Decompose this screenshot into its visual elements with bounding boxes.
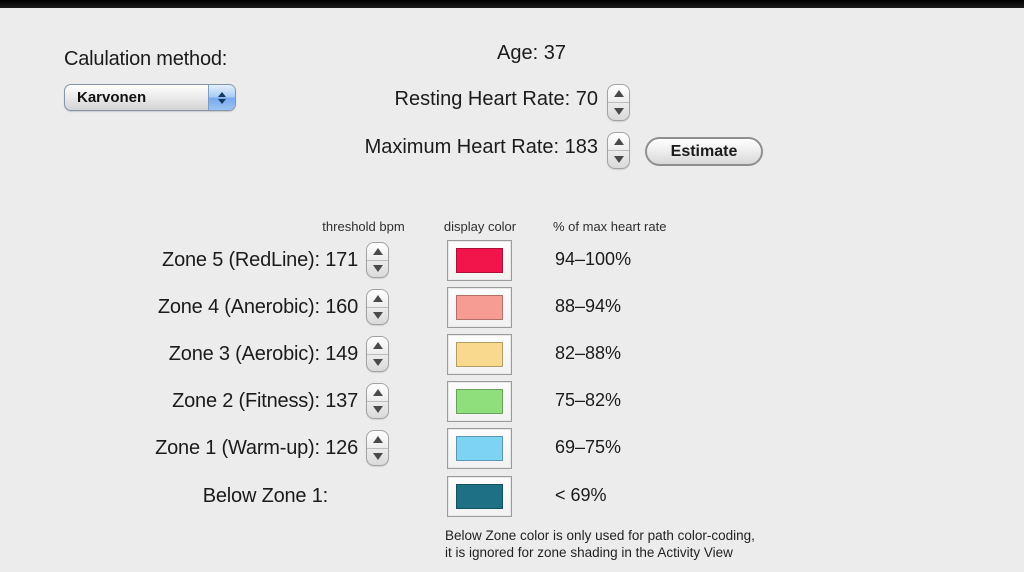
zone-3-color-well[interactable] — [447, 334, 512, 375]
estimate-button[interactable]: Estimate — [645, 137, 763, 166]
zone-1-threshold-value[interactable]: 126 — [325, 437, 358, 459]
header-threshold-bpm: threshold bpm — [322, 219, 405, 234]
footnote-line-1: Below Zone color is only used for path c… — [445, 528, 755, 543]
below-zone-1-color-chip — [456, 484, 503, 509]
calculation-method-label: Calulation method: — [64, 48, 228, 70]
zone-2-stepper-up-icon[interactable] — [367, 384, 388, 402]
zone-3-stepper[interactable] — [366, 336, 389, 372]
zone-5-percent: 94–100% — [555, 248, 632, 269]
max-hr-stepper-down-icon[interactable] — [608, 151, 629, 168]
zone-4-stepper[interactable] — [366, 289, 389, 325]
zone-5-stepper[interactable] — [366, 242, 389, 278]
zone-2-label: Zone 2 (Fitness): — [172, 390, 326, 412]
zone-4-label: Zone 4 (Anerobic): — [157, 296, 326, 318]
below-zone-1-row: Below Zone 1: < 69% — [0, 473, 1024, 520]
zone-2-row: Zone 2 (Fitness): 137 75–82% — [0, 378, 1024, 425]
zone-4-stepper-down-icon[interactable] — [367, 308, 388, 325]
age-value[interactable]: 37 — [543, 42, 566, 64]
resting-hr-stepper-up-icon[interactable] — [608, 85, 629, 103]
resting-hr-value[interactable]: 70 — [575, 88, 598, 110]
resting-hr-label: Resting Heart Rate: — [394, 88, 576, 110]
zone-3-percent: 82–88% — [555, 342, 622, 363]
resting-hr-row: Resting Heart Rate: 70 — [0, 88, 598, 111]
header-display-color: display color — [443, 219, 517, 234]
calculation-method-value: Karvonen — [77, 89, 147, 106]
below-zone-1-color-well[interactable] — [447, 476, 512, 517]
zone-5-row: Zone 5 (RedLine): 171 94–100% — [0, 237, 1024, 284]
age-label: Age: — [497, 42, 544, 64]
zone-1-color-chip — [456, 436, 503, 461]
zone-3-threshold-value[interactable]: 149 — [325, 343, 358, 365]
zone-4-percent: 88–94% — [555, 295, 622, 316]
max-hr-label: Maximum Heart Rate: — [364, 136, 565, 158]
zone-3-stepper-up-icon[interactable] — [367, 337, 388, 355]
top-black-bar — [0, 0, 1024, 8]
resting-hr-stepper-down-icon[interactable] — [608, 103, 629, 120]
zone-5-label: Zone 5 (RedLine): — [162, 249, 326, 271]
zone-1-label: Zone 1 (Warm-up): — [155, 437, 326, 459]
below-zone-1-percent: < 69% — [555, 484, 607, 505]
zone-3-stepper-down-icon[interactable] — [367, 355, 388, 372]
zone-3-row: Zone 3 (Aerobic): 149 82–88% — [0, 331, 1024, 378]
zone-4-stepper-up-icon[interactable] — [367, 290, 388, 308]
max-hr-stepper-up-icon[interactable] — [608, 133, 629, 151]
zone-4-color-well[interactable] — [447, 287, 512, 328]
calculation-method-popup[interactable]: Karvonen — [64, 84, 236, 111]
zone-4-row: Zone 4 (Anerobic): 160 88–94% — [0, 284, 1024, 331]
zone-5-stepper-down-icon[interactable] — [367, 261, 388, 278]
zone-5-stepper-up-icon[interactable] — [367, 243, 388, 261]
max-hr-row: Maximum Heart Rate: 183 — [0, 136, 598, 159]
popup-arrows-icon — [208, 85, 235, 110]
zone-2-threshold-value[interactable]: 137 — [325, 390, 358, 412]
zone-2-color-chip — [456, 389, 503, 414]
zone-2-stepper[interactable] — [366, 383, 389, 419]
zone-5-color-chip — [456, 248, 503, 273]
header-percent-max-hr: % of max heart rate — [553, 219, 667, 234]
zone-2-color-well[interactable] — [447, 381, 512, 422]
zone-5-threshold-value[interactable]: 171 — [325, 249, 358, 271]
zone-3-color-chip — [456, 342, 503, 367]
max-hr-value[interactable]: 183 — [564, 136, 598, 158]
zone-2-percent: 75–82% — [555, 389, 622, 410]
zone-1-stepper-down-icon[interactable] — [367, 449, 388, 466]
max-hr-stepper[interactable] — [607, 132, 630, 169]
age-row: Age: 37 — [497, 42, 566, 65]
zone-5-color-well[interactable] — [447, 240, 512, 281]
zone-3-label: Zone 3 (Aerobic): — [168, 343, 326, 365]
zone-1-row: Zone 1 (Warm-up): 126 69–75% — [0, 425, 1024, 472]
zone-1-stepper[interactable] — [366, 430, 389, 466]
zone-2-stepper-down-icon[interactable] — [367, 402, 388, 419]
footnote-line-2: it is ignored for zone shading in the Ac… — [445, 545, 733, 560]
zone-1-percent: 69–75% — [555, 436, 622, 457]
zone-4-threshold-value[interactable]: 160 — [325, 296, 358, 318]
zone-1-stepper-up-icon[interactable] — [367, 431, 388, 449]
zone-4-color-chip — [456, 295, 503, 320]
below-zone-1-label: Below Zone 1: — [202, 485, 328, 507]
below-zone-footnote: Below Zone color is only used for path c… — [445, 527, 755, 561]
resting-hr-stepper[interactable] — [607, 84, 630, 121]
zone-1-color-well[interactable] — [447, 428, 512, 469]
